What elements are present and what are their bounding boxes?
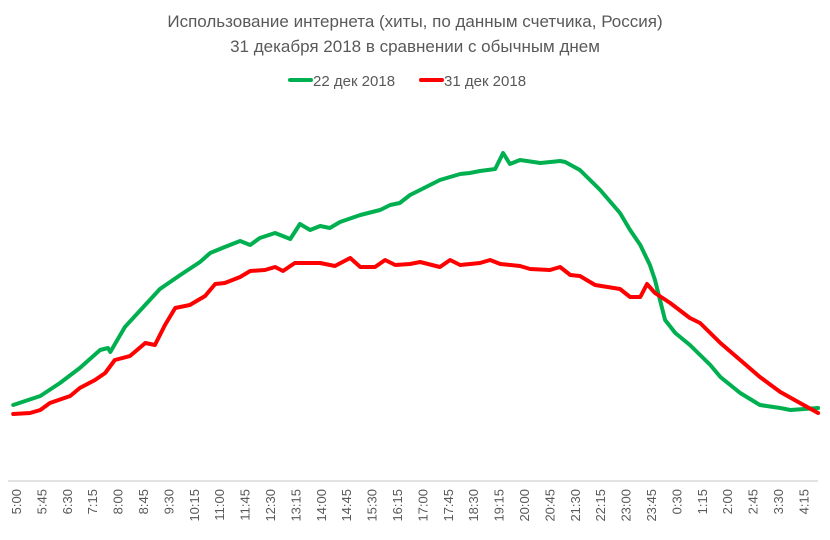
x-tick-label: 3:30 — [771, 489, 786, 514]
x-tick-label: 10:15 — [187, 489, 202, 522]
x-tick-label: 15:30 — [365, 489, 380, 522]
legend-label-22-dec: 22 дек 2018 — [313, 73, 395, 90]
x-tick-label: 5:45 — [34, 489, 49, 514]
x-tick-label: 17:00 — [415, 489, 430, 522]
x-tick-label: 17:45 — [441, 489, 456, 522]
x-tick-label: 8:00 — [111, 489, 126, 514]
series-line-31-dec — [11, 256, 821, 416]
x-tick-label: 22:15 — [593, 489, 608, 522]
x-tick-label: 5:00 — [9, 489, 24, 514]
plot-area — [11, 151, 821, 416]
x-tick-label: 9:30 — [161, 489, 176, 514]
x-tick-label: 13:15 — [288, 489, 303, 522]
series-line-22-dec — [11, 151, 821, 412]
x-tick-label: 20:00 — [517, 489, 532, 522]
x-tick-label: 14:45 — [339, 489, 354, 522]
legend-label-31-dec: 31 дек 2018 — [444, 73, 526, 90]
x-axis-ticks: 5:00 5:45 6:30 7:15 8:00 8:45 9:30 10:15 11:00 11… — [9, 489, 811, 522]
x-tick-label: 11:00 — [212, 489, 227, 521]
legend: 22 дек 2018 31 дек 2018 — [288, 73, 526, 90]
x-tick-label: 1:15 — [695, 489, 710, 514]
x-tick-label: 23:45 — [644, 489, 659, 522]
x-tick-label: 19:15 — [492, 489, 507, 522]
x-tick-label: 16:15 — [390, 489, 405, 522]
x-tick-label: 8:45 — [136, 489, 151, 514]
x-tick-label: 2:45 — [746, 489, 761, 514]
chart-title-line-2: 31 декабря 2018 в сравнении с обычным дн… — [230, 37, 600, 56]
x-tick-label: 12:30 — [263, 489, 278, 522]
chart-title-line-1: Использование интернета (хиты, по данным… — [167, 12, 662, 31]
x-tick-label: 18:30 — [466, 489, 481, 522]
x-tick-label: 11:45 — [238, 489, 253, 521]
x-tick-label: 20:45 — [542, 489, 557, 522]
x-tick-label: 4:15 — [796, 489, 811, 514]
x-tick-label: 21:30 — [568, 489, 583, 522]
x-tick-label: 6:30 — [60, 489, 75, 514]
x-tick-label: 14:00 — [314, 489, 329, 522]
x-tick-label: 23:00 — [619, 489, 634, 522]
x-tick-label: 2:00 — [720, 489, 735, 514]
x-tick-label: 7:15 — [85, 489, 100, 514]
x-tick-label: 0:30 — [669, 489, 684, 514]
